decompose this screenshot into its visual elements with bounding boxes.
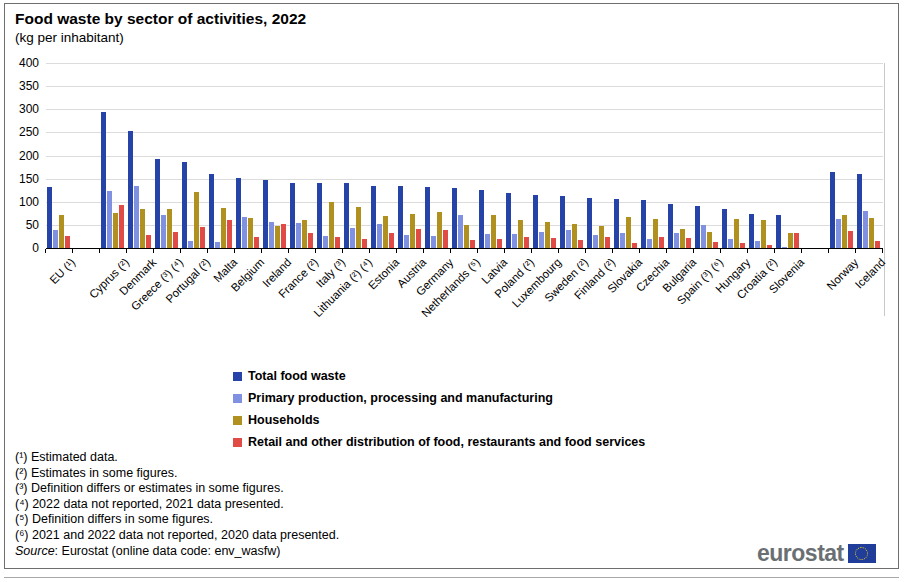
legend-item: Primary production, processing and manuf… xyxy=(233,387,645,409)
footnote: (²) Estimates in some figures. xyxy=(15,466,339,482)
legend-item: Total food waste xyxy=(233,365,645,387)
axis-tick xyxy=(45,249,46,253)
legend-swatch-icon xyxy=(233,394,242,403)
legend-item: Households xyxy=(233,409,645,431)
axis-tick xyxy=(315,249,316,253)
axis-tick xyxy=(342,249,343,253)
x-axis-line xyxy=(46,248,883,249)
eurostat-logo: eurostat xyxy=(757,540,876,567)
footnotes-block: (¹) Estimated data.(²) Estimates in some… xyxy=(15,450,339,559)
axis-tick xyxy=(774,249,775,253)
axis-tick xyxy=(639,249,640,253)
axis-tick xyxy=(801,249,802,253)
screenshot-root: Food waste by sector of activities, 2022… xyxy=(0,0,905,582)
axis-tick xyxy=(99,249,100,253)
axis-tick xyxy=(369,249,370,253)
legend-swatch-icon xyxy=(233,372,242,381)
axis-tick xyxy=(585,249,586,253)
x-axis-labels-layer: EU (¹)Cyprus (²)DenmarkGreece (³) (⁴)Por… xyxy=(46,63,883,248)
chart-title: Food waste by sector of activities, 2022 xyxy=(15,10,306,28)
axis-tick xyxy=(720,249,721,253)
axis-tick xyxy=(261,249,262,253)
y-axis-tick-label: 100 xyxy=(7,195,39,209)
chart-figure: Food waste by sector of activities, 2022… xyxy=(4,3,899,569)
footnote: (³) Definition differs or estimates in s… xyxy=(15,481,339,497)
footnote: (⁵) Definition differs in some figures. xyxy=(15,512,339,528)
y-axis-tick-label: 0 xyxy=(7,241,39,255)
next-figure-top-border xyxy=(4,577,899,582)
axis-tick xyxy=(504,249,505,253)
y-axis-tick-label: 400 xyxy=(7,56,39,70)
axis-tick xyxy=(531,249,532,253)
axis-tick xyxy=(423,249,424,253)
source-text: : Eurostat (online data code: env_wasfw) xyxy=(55,544,281,558)
axis-tick xyxy=(693,249,694,253)
axis-tick xyxy=(828,249,829,253)
plot-right-border xyxy=(884,63,885,316)
axis-tick xyxy=(234,249,235,253)
chart-subtitle: (kg per inhabitant) xyxy=(15,30,124,45)
y-axis-tick-label: 300 xyxy=(7,102,39,116)
axis-tick xyxy=(747,249,748,253)
axis-tick xyxy=(153,249,154,253)
legend-swatch-icon xyxy=(233,438,242,447)
axis-tick xyxy=(288,249,289,253)
y-axis-tick-label: 50 xyxy=(7,218,39,232)
eu-flag-icon xyxy=(848,544,876,563)
y-axis-tick-label: 250 xyxy=(7,125,39,139)
axis-tick xyxy=(477,249,478,253)
axis-tick xyxy=(450,249,451,253)
axis-tick xyxy=(180,249,181,253)
footnote: (⁴) 2022 data not reported, 2021 data pr… xyxy=(15,497,339,513)
axis-tick xyxy=(612,249,613,253)
chart-legend: Total food waste Primary production, proc… xyxy=(233,365,645,453)
legend-label: Households xyxy=(248,413,320,427)
legend-label: Primary production, processing and manuf… xyxy=(248,391,553,405)
source-line: Source: Eurostat (online data code: env_… xyxy=(15,544,339,560)
y-axis-tick-label: 150 xyxy=(7,172,39,186)
plot-area: EU (¹)Cyprus (²)DenmarkGreece (³) (⁴)Por… xyxy=(46,63,883,248)
axis-tick xyxy=(126,249,127,253)
axis-tick xyxy=(207,249,208,253)
axis-tick xyxy=(558,249,559,253)
legend-swatch-icon xyxy=(233,416,242,425)
source-prefix: Source xyxy=(15,544,55,558)
axis-tick xyxy=(72,249,73,253)
y-axis-tick-label: 200 xyxy=(7,149,39,163)
eurostat-logo-text: eurostat xyxy=(757,540,844,567)
axis-tick xyxy=(855,249,856,253)
footnote: (⁶) 2021 and 2022 data not reported, 202… xyxy=(15,528,339,544)
legend-label: Retail and other distribution of food, r… xyxy=(248,435,645,449)
axis-tick xyxy=(882,249,883,253)
y-axis-tick-label: 350 xyxy=(7,79,39,93)
axis-tick xyxy=(396,249,397,253)
legend-label: Total food waste xyxy=(248,369,346,383)
eu-stars-icon xyxy=(855,547,868,560)
footnote: (¹) Estimated data. xyxy=(15,450,339,466)
axis-tick xyxy=(666,249,667,253)
